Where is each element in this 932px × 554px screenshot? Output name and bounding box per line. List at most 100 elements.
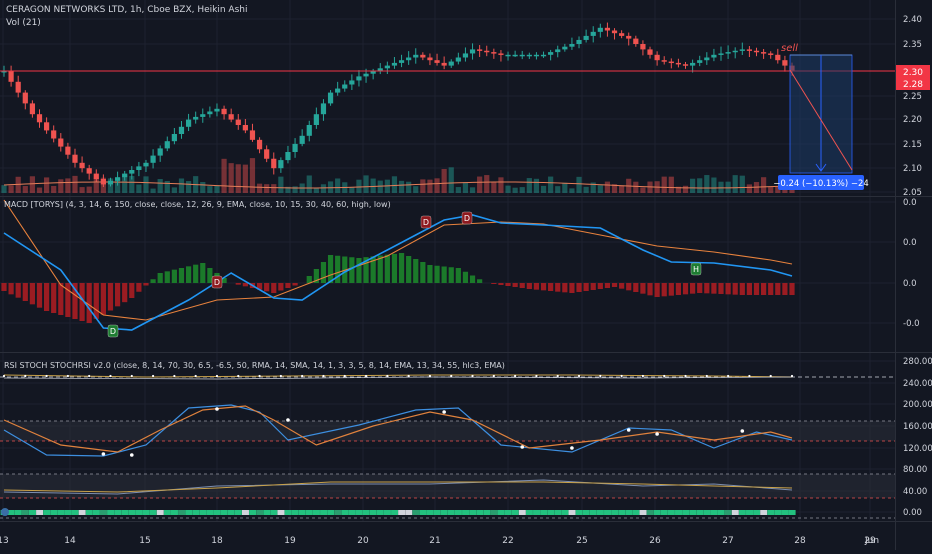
stochrsi-cell: [440, 510, 448, 515]
stochrsi-cell: [760, 510, 768, 515]
volume-bar: [1, 185, 7, 193]
candle-body: [150, 155, 156, 163]
candle-body: [420, 54, 426, 58]
stochrsi-cell: [28, 510, 36, 515]
macd-hist-bar: [420, 262, 426, 283]
macd-legend[interactable]: MACD [TORYS] (4, 3, 14, 6, 150, close, c…: [4, 200, 391, 209]
macd-hist-bar: [242, 283, 248, 287]
rsi-dot: [428, 374, 432, 378]
rsi-dot: [258, 374, 261, 378]
volume-legend[interactable]: Vol (21): [6, 18, 41, 28]
candle-body: [484, 50, 490, 53]
macd-hist-bar: [540, 283, 547, 291]
candle-body: [455, 57, 461, 62]
candle-body: [477, 49, 483, 51]
volume-bar: [164, 180, 170, 193]
rsi-line: [3, 404, 793, 457]
macd-hist-bar: [505, 283, 511, 286]
macd-hist-bar: [448, 267, 454, 283]
time-tick-label: 13: [0, 536, 9, 546]
volume-bar: [505, 185, 511, 193]
measure-tool[interactable]: −0.24 (−10.13%) −24: [773, 54, 869, 190]
stochrsi-cell: [121, 510, 129, 515]
candle-body: [626, 35, 632, 39]
candle-body: [746, 49, 753, 51]
volume-bar: [768, 187, 774, 193]
candle-body: [377, 68, 383, 71]
candle-body: [157, 148, 163, 156]
macd-hist-bar: [100, 283, 106, 315]
candle-body: [306, 125, 312, 136]
rsi-dot: [556, 374, 559, 378]
price-tick-label: 2.25: [903, 92, 922, 102]
macd-hist-bar: [704, 283, 710, 294]
stochrsi-cell: [774, 510, 782, 515]
stochrsi-band: [0, 474, 895, 498]
measure-label: −0.24 (−10.13%) −24: [773, 179, 869, 189]
rsi-axis[interactable]: 280.00 240.00 200.00 160.00 120.00 80.00 40.00…: [903, 357, 932, 518]
macd-markers: D D D D H: [107, 211, 702, 338]
candle-body: [654, 54, 660, 61]
volume-bar: [271, 184, 277, 193]
macd-hist-bar: [633, 283, 639, 292]
rsi-dot: [663, 374, 666, 378]
volume-bar: [761, 177, 767, 193]
candle-body: [185, 119, 192, 127]
candle-body: [221, 108, 227, 115]
stochrsi-cell: [504, 510, 512, 515]
heikin-ashi-candles: [1, 22, 795, 187]
stochrsi-cell: [256, 510, 264, 515]
macd-hist-bar: [1, 283, 7, 291]
volume-bar: [235, 164, 241, 193]
rsi-dot: [442, 410, 446, 414]
macd-hist-bar: [36, 283, 43, 308]
candle-body: [299, 135, 305, 144]
macd-hist-bar: [171, 269, 177, 283]
stochrsi-cell: [653, 510, 661, 515]
macd-hist-bar: [711, 283, 717, 294]
volume-bar: [519, 187, 525, 193]
stochrsi-cell: [476, 510, 484, 515]
rsi-dot: [2, 374, 6, 378]
macd-hist-bar: [143, 283, 149, 286]
volume-bar: [122, 175, 128, 193]
rsi-dot: [769, 374, 772, 378]
rsi-legend[interactable]: RSI STOCH STOCHRSI v2.0 (close, 8, 14, 7…: [4, 361, 505, 370]
stochrsi-cell: [220, 510, 228, 515]
candle-body: [278, 160, 284, 169]
candle-body: [370, 71, 376, 74]
macd-hist-bar: [732, 283, 738, 295]
prev-price-text: 2.28: [903, 80, 923, 90]
candle-body: [363, 73, 369, 77]
stochrsi-cell: [717, 510, 725, 515]
macd-hist-bar: [377, 255, 383, 283]
volume-bar: [548, 176, 554, 193]
stochrsi-cell: [767, 510, 775, 515]
macd-hist-bar: [398, 253, 405, 283]
symbol-legend[interactable]: CERAGON NETWORKS LTD, 1h, Cboe BZX, Heik…: [6, 5, 247, 15]
macd-hist-bar: [384, 254, 390, 283]
stochrsi-cell: [454, 510, 462, 515]
macd-hist-bar: [668, 283, 674, 296]
stochrsi-cell: [305, 510, 313, 515]
price-tick-label: 2.40: [903, 15, 922, 25]
stochrsi-cell: [419, 510, 427, 515]
stochrsi-cell: [71, 510, 79, 515]
rsi-tick-label: 160.00: [903, 422, 932, 432]
volume-bar: [363, 175, 369, 193]
macd-hist-bar: [604, 283, 611, 288]
volume-bar: [58, 179, 64, 193]
candle-body: [264, 149, 270, 159]
stochrsi-cell: [596, 510, 604, 515]
rsi-dot: [237, 374, 240, 378]
candle-body: [1, 71, 7, 73]
candle-body: [193, 116, 199, 120]
macd-hist-bar: [576, 283, 582, 292]
macd-hist-bar: [661, 283, 667, 297]
candle-body: [391, 62, 398, 66]
macd-axis[interactable]: 0.0 0.0 0.0 -0.0: [903, 198, 920, 329]
volume-bar: [491, 182, 497, 193]
